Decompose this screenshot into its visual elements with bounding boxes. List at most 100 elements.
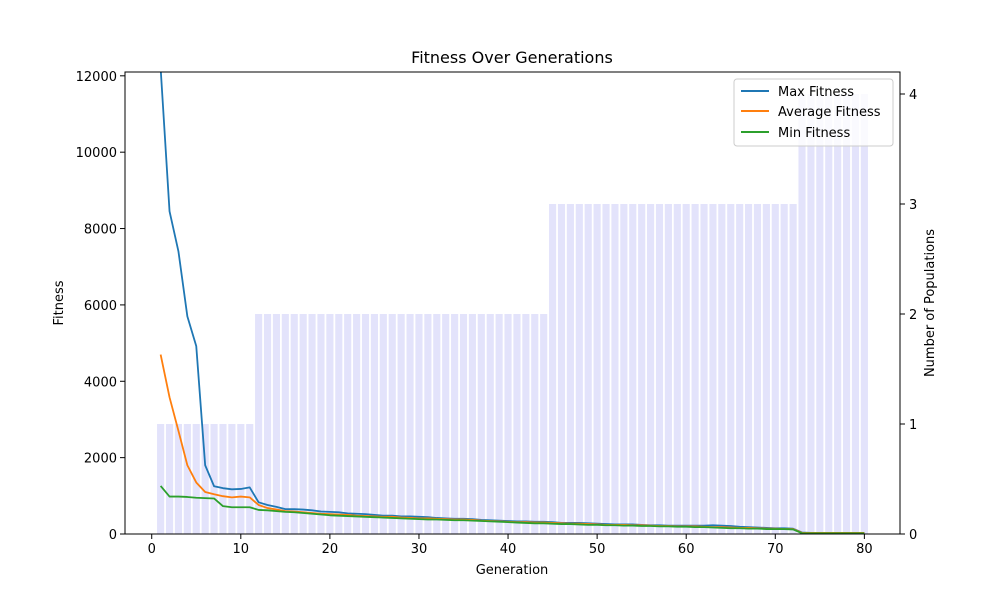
population-bar bbox=[246, 424, 254, 534]
population-bar bbox=[415, 314, 423, 534]
population-bar bbox=[379, 314, 387, 534]
population-bar bbox=[255, 314, 263, 534]
population-bar bbox=[210, 424, 218, 534]
population-bar bbox=[825, 94, 833, 534]
y-tick-label: 0 bbox=[109, 528, 117, 543]
population-bar bbox=[237, 424, 245, 534]
population-bar bbox=[361, 314, 370, 534]
population-bar bbox=[504, 314, 512, 534]
population-bar bbox=[433, 314, 441, 534]
legend: Max Fitness Average Fitness Min Fitness bbox=[733, 78, 894, 147]
population-bar bbox=[655, 204, 664, 534]
population-bar bbox=[727, 204, 735, 534]
y2-tick-label: 3 bbox=[909, 198, 917, 213]
population-bar bbox=[860, 94, 868, 534]
population-bar bbox=[700, 204, 708, 534]
population-bar bbox=[531, 314, 539, 534]
x-tick-label: 80 bbox=[856, 542, 873, 557]
population-bar bbox=[736, 204, 744, 534]
population-bar bbox=[540, 314, 548, 534]
population-bar bbox=[326, 314, 334, 534]
population-bar bbox=[335, 314, 343, 534]
legend-label-max: Max Fitness bbox=[778, 85, 854, 100]
y2-tick-label: 2 bbox=[909, 308, 917, 323]
population-bar bbox=[745, 204, 753, 534]
population-bar bbox=[406, 314, 414, 534]
population-bar bbox=[281, 314, 289, 534]
population-bar bbox=[602, 204, 610, 534]
population-bar bbox=[522, 314, 530, 534]
population-bar bbox=[299, 314, 307, 534]
population-bar bbox=[549, 204, 557, 534]
y-tick-label: 2000 bbox=[84, 452, 117, 467]
population-bar bbox=[718, 204, 726, 534]
population-bar bbox=[682, 204, 690, 534]
population-bar bbox=[459, 314, 468, 534]
population-bar bbox=[566, 204, 574, 534]
plot-frame bbox=[124, 71, 901, 535]
population-bar bbox=[834, 94, 842, 534]
population-bar bbox=[771, 204, 779, 534]
population-bar bbox=[557, 204, 566, 534]
population-bar bbox=[753, 204, 762, 534]
population-bar bbox=[317, 314, 325, 534]
y-axis-left: 0 2000 4000 6000 8000 10000 12000 bbox=[76, 70, 125, 543]
y-axis-right: 0 1 2 3 4 bbox=[900, 88, 917, 543]
x-tick-label: 70 bbox=[767, 542, 784, 557]
population-bar bbox=[157, 424, 165, 534]
population-bar bbox=[575, 204, 583, 534]
y2-tick-label: 0 bbox=[909, 528, 917, 543]
population-bar bbox=[165, 424, 174, 534]
population-bar bbox=[789, 204, 797, 534]
series-line-min bbox=[159, 485, 865, 534]
population-bar bbox=[468, 314, 476, 534]
x-tick-label: 10 bbox=[233, 542, 250, 557]
population-bar bbox=[228, 424, 236, 534]
population-bar bbox=[780, 204, 788, 534]
population-bar bbox=[397, 314, 405, 534]
population-bar bbox=[584, 204, 592, 534]
population-bar bbox=[290, 314, 298, 534]
legend-box bbox=[733, 78, 894, 147]
legend-label-min: Min Fitness bbox=[778, 126, 850, 141]
population-bar bbox=[477, 314, 485, 534]
fitness-lines bbox=[159, 72, 865, 534]
population-bar bbox=[807, 94, 815, 534]
population-bar bbox=[424, 314, 432, 534]
population-bar bbox=[673, 204, 681, 534]
y-tick-label: 6000 bbox=[84, 299, 117, 314]
y-tick-label: 8000 bbox=[84, 223, 117, 238]
population-bar bbox=[691, 204, 699, 534]
population-bar bbox=[495, 314, 503, 534]
x-tick-label: 30 bbox=[411, 542, 428, 557]
y-axis-label: Fitness bbox=[52, 280, 67, 325]
x-axis: 0 10 20 30 40 50 60 70 80 bbox=[148, 534, 873, 557]
population-bar bbox=[513, 314, 521, 534]
population-bar bbox=[344, 314, 352, 534]
population-bar bbox=[219, 424, 227, 534]
population-bar bbox=[263, 314, 272, 534]
population-bar bbox=[442, 314, 450, 534]
population-bar bbox=[174, 424, 183, 534]
population-bar bbox=[201, 424, 209, 534]
population-bar bbox=[709, 204, 717, 534]
y-tick-label: 4000 bbox=[84, 375, 117, 390]
population-bar bbox=[593, 204, 601, 534]
population-bar bbox=[851, 94, 860, 534]
x-axis-label: Generation bbox=[476, 563, 549, 578]
population-bar bbox=[192, 424, 200, 534]
population-bar bbox=[353, 314, 361, 534]
population-bars bbox=[157, 94, 868, 534]
population-bar bbox=[762, 204, 770, 534]
population-bar bbox=[370, 314, 378, 534]
chart-title: Fitness Over Generations bbox=[411, 48, 613, 67]
y-tick-label: 10000 bbox=[76, 146, 117, 161]
population-bar bbox=[308, 314, 316, 534]
population-bar bbox=[611, 204, 619, 534]
population-bar bbox=[388, 314, 396, 534]
population-bar bbox=[486, 314, 494, 534]
y2-tick-label: 1 bbox=[909, 418, 917, 433]
y-tick-label: 12000 bbox=[76, 70, 117, 85]
y2-axis-label: Number of Populations bbox=[923, 229, 938, 377]
x-tick-label: 60 bbox=[678, 542, 695, 557]
